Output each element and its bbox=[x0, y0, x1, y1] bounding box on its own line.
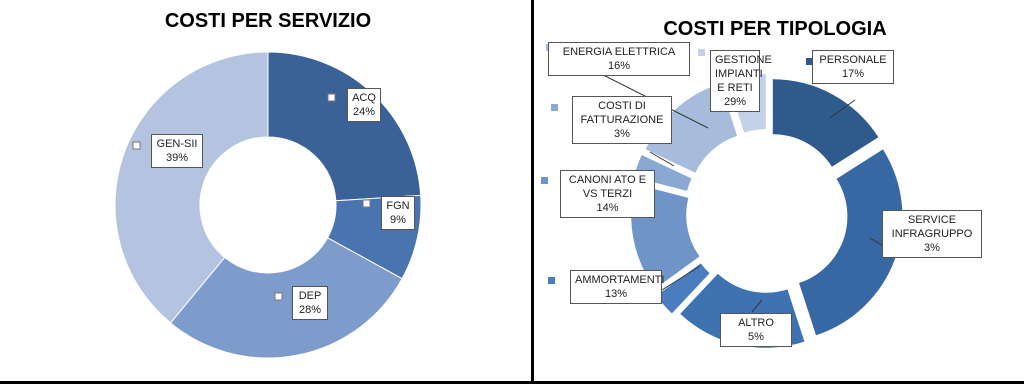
leader-line bbox=[649, 151, 675, 167]
legend-marker bbox=[548, 277, 555, 284]
data-label: DEP 28% bbox=[292, 286, 328, 320]
legend-marker bbox=[362, 199, 371, 208]
data-label: GEN-SII 39% bbox=[151, 134, 203, 168]
leader-line bbox=[751, 299, 763, 313]
label-value: 3% bbox=[924, 242, 940, 254]
label-category: ACQ bbox=[352, 92, 376, 104]
leader-line bbox=[661, 265, 701, 291]
data-label: COSTI DI FATTURAZIONE 3% bbox=[572, 96, 672, 144]
label-value: 39% bbox=[165, 152, 189, 164]
label-category: ENERGIA ELETTRICA bbox=[562, 46, 676, 58]
label-value: 17% bbox=[841, 68, 865, 80]
data-label: FGN 9% bbox=[381, 196, 415, 230]
data-label: AMMORTAMENTI 13% bbox=[570, 270, 665, 304]
legend-marker bbox=[132, 141, 141, 150]
label-value: 16% bbox=[607, 60, 631, 72]
pie-slice bbox=[656, 263, 710, 314]
data-label: SERVICE INFRAGRUPPO 3% bbox=[882, 210, 982, 258]
data-label: CANONI ATO E VS TERZI 14% bbox=[560, 170, 655, 218]
pie-slice bbox=[114, 51, 269, 324]
label-value: 29% bbox=[723, 96, 747, 108]
label-category: GEN-SII bbox=[156, 138, 198, 150]
data-label: ENERGIA ELETTRICA 16% bbox=[548, 42, 690, 76]
pie-slice bbox=[267, 51, 422, 202]
legend-marker bbox=[274, 292, 283, 301]
legend-marker bbox=[541, 177, 548, 184]
label-value: 9% bbox=[390, 214, 406, 226]
data-label: GESTIONE IMPIANTI E RETI 29% bbox=[710, 50, 772, 112]
data-label: PERSONALE 17% bbox=[812, 50, 894, 84]
label-category: DEP bbox=[298, 290, 322, 302]
pie-slice bbox=[772, 79, 879, 167]
label-category: FGN bbox=[386, 200, 410, 212]
pie-slice bbox=[799, 149, 903, 336]
label-value: 5% bbox=[748, 331, 764, 343]
leader-line bbox=[829, 99, 856, 119]
legend-marker bbox=[327, 93, 336, 102]
bottom-border bbox=[0, 381, 1024, 384]
label-value: 14% bbox=[596, 202, 619, 214]
label-category: COSTI DI FATTURAZIONE bbox=[580, 100, 664, 126]
label-category: SERVICE INFRAGRUPPO bbox=[891, 214, 973, 240]
label-category: AMMORTAMENTI bbox=[575, 274, 665, 286]
chart-title: COSTI PER TIPOLOGIA bbox=[663, 18, 886, 40]
label-value: 3% bbox=[614, 128, 630, 140]
pie-slice bbox=[633, 155, 692, 191]
pie-slice bbox=[169, 237, 403, 359]
legend-marker bbox=[700, 320, 707, 327]
chart-title: COSTI PER SERVIZIO bbox=[165, 10, 371, 32]
label-value: 13% bbox=[604, 288, 628, 300]
label-category: CANONI ATO E VS TERZI bbox=[568, 174, 647, 200]
legend-marker bbox=[698, 49, 705, 56]
label-category: GESTIONE IMPIANTI E RETI bbox=[715, 54, 772, 94]
label-value: 24% bbox=[352, 106, 376, 118]
legend-marker bbox=[551, 104, 558, 111]
legend-marker bbox=[806, 58, 813, 65]
divider bbox=[531, 0, 534, 384]
label-value: 28% bbox=[298, 304, 322, 316]
label-category: PERSONALE bbox=[819, 54, 887, 66]
label-category: ALTRO bbox=[738, 317, 774, 329]
data-label: ALTRO 5% bbox=[720, 313, 792, 347]
data-label: ACQ 24% bbox=[347, 88, 381, 122]
